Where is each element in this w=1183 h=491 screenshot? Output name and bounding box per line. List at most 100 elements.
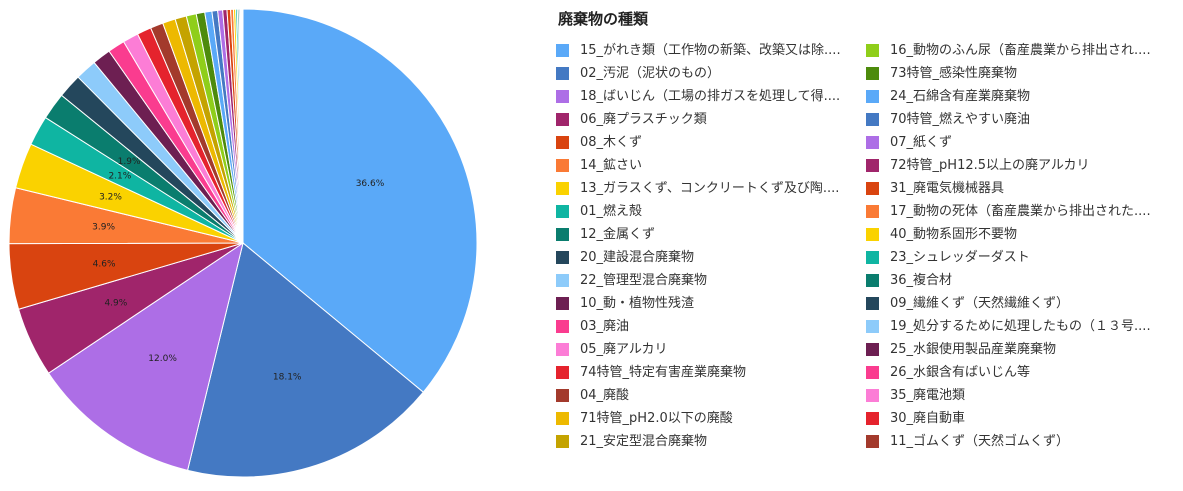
legend-swatch: [866, 389, 879, 402]
legend-label: 10_動・植物性残渣: [580, 296, 695, 311]
legend-label: 05_廃アルカリ: [580, 342, 668, 357]
legend-label: 70特管_燃えやすい廃油: [890, 112, 1031, 127]
slice-data-label: 18.1%: [273, 372, 302, 382]
legend-swatch: [556, 343, 569, 356]
legend-label: 17_動物の死体（畜産農業から排出された....: [890, 204, 1151, 219]
legend-swatch: [556, 44, 569, 57]
legend-label: 30_廃自動車: [890, 411, 966, 426]
legend-label: 16_動物のふん尿（畜産農業から排出され....: [890, 43, 1151, 58]
legend-swatch: [866, 274, 879, 287]
legend-item[interactable]: 04_廃酸: [556, 387, 856, 405]
legend-item[interactable]: 14_鉱さい: [556, 157, 856, 175]
legend-item[interactable]: 30_廃自動車: [866, 410, 1166, 428]
legend-item[interactable]: 11_ゴムくず（天然ゴムくず）: [866, 433, 1166, 451]
legend-label: 25_水銀使用製品産業廃棄物: [890, 342, 1057, 357]
legend-label: 74特管_特定有害産業廃棄物: [580, 365, 747, 380]
pie-slice[interactable]: [47, 241, 244, 471]
legend-swatch: [866, 320, 879, 333]
legend-item[interactable]: 26_水銀含有ばいじん等: [866, 364, 1166, 382]
legend-label: 31_廃電気機械器具: [890, 181, 1005, 196]
legend-swatch: [556, 435, 569, 448]
legend-swatch: [866, 228, 879, 241]
legend-item[interactable]: 17_動物の死体（畜産農業から排出された....: [866, 203, 1166, 221]
pie-slice[interactable]: [186, 242, 424, 478]
legend-swatch: [556, 90, 569, 103]
legend-item[interactable]: 22_管理型混合廃棄物: [556, 272, 856, 290]
legend-label: 03_廃油: [580, 319, 630, 334]
legend-swatch: [866, 44, 879, 57]
legend-label: 01_燃え殻: [580, 204, 643, 219]
legend-label: 23_シュレッダーダスト: [890, 250, 1030, 265]
legend-item[interactable]: 07_紙くず: [866, 134, 1166, 152]
legend-swatch: [866, 90, 879, 103]
legend-item[interactable]: 03_廃油: [556, 318, 856, 336]
pie-slice[interactable]: [242, 8, 478, 393]
legend-swatch: [556, 205, 569, 218]
legend-item[interactable]: 21_安定型混合廃棄物: [556, 433, 856, 451]
legend-item[interactable]: 15_がれき類（工作物の新築、改築又は除....: [556, 42, 856, 60]
legend-swatch: [866, 343, 879, 356]
legend-label: 11_ゴムくず（天然ゴムくず）: [890, 434, 1070, 449]
legend-swatch: [866, 297, 879, 310]
legend-item[interactable]: 19_処分するために処理したもの（１３号....: [866, 318, 1166, 336]
legend-item[interactable]: 09_繊維くず（天然繊維くず）: [866, 295, 1166, 313]
legend-label: 12_金属くず: [580, 227, 656, 242]
legend-item[interactable]: 73特管_感染性廃棄物: [866, 65, 1166, 83]
pie-plot: 36.6% 18.1% 12.0% 4.9% 4.6% 3.9% 3.2% 2.1% 1.9%: [8, 8, 478, 478]
legend-item[interactable]: 35_廃電池類: [866, 387, 1166, 405]
legend-label: 04_廃酸: [580, 388, 630, 403]
legend-item[interactable]: 10_動・植物性残渣: [556, 295, 856, 313]
legend-swatch: [866, 67, 879, 80]
legend-item[interactable]: 24_石綿含有産業廃棄物: [866, 88, 1166, 106]
legend-item[interactable]: 02_汚泥（泥状のもの）: [556, 65, 856, 83]
legend-label: 06_廃プラスチック類: [580, 112, 707, 127]
legend-label: 14_鉱さい: [580, 158, 643, 173]
legend-swatch: [556, 412, 569, 425]
legend-item[interactable]: 31_廃電気機械器具: [866, 180, 1166, 198]
legend-item[interactable]: 20_建設混合廃棄物: [556, 249, 856, 267]
legend-swatch: [556, 297, 569, 310]
legend-item[interactable]: 08_木くず: [556, 134, 856, 152]
legend-item[interactable]: 13_ガラスくず、コンクリートくず及び陶....: [556, 180, 856, 198]
legend-label: 36_複合材: [890, 273, 953, 288]
legend-label: 72特管_pH12.5以上の廃アルカリ: [890, 158, 1090, 173]
legend-item[interactable]: 25_水銀使用製品産業廃棄物: [866, 341, 1166, 359]
legend-item[interactable]: 06_廃プラスチック類: [556, 111, 856, 129]
legend-item[interactable]: 70特管_燃えやすい廃油: [866, 111, 1166, 129]
slice-data-label: 4.9%: [104, 299, 127, 309]
legend-item[interactable]: 72特管_pH12.5以上の廃アルカリ: [866, 157, 1166, 175]
legend-title: 廃棄物の種類: [558, 10, 649, 28]
legend-swatch: [866, 136, 879, 149]
legend-swatch: [556, 159, 569, 172]
slice-data-label: 12.0%: [148, 354, 177, 364]
legend-swatch: [556, 67, 569, 80]
legend-item[interactable]: 18_ばいじん（工場の排ガスを処理して得....: [556, 88, 856, 106]
legend-swatch: [866, 159, 879, 172]
legend-item[interactable]: 71特管_pH2.0以下の廃酸: [556, 410, 856, 428]
slice-data-label: 4.6%: [93, 259, 116, 269]
legend-swatch: [556, 274, 569, 287]
legend-swatch: [556, 136, 569, 149]
legend-item[interactable]: 40_動物系固形不要物: [866, 226, 1166, 244]
legend-item[interactable]: 16_動物のふん尿（畜産農業から排出され....: [866, 42, 1166, 60]
legend-label: 08_木くず: [580, 135, 643, 150]
legend-item[interactable]: 12_金属くず: [556, 226, 856, 244]
slice-data-label: 3.2%: [99, 193, 122, 203]
legend-label: 24_石綿含有産業廃棄物: [890, 89, 1031, 104]
legend-swatch: [556, 228, 569, 241]
legend-swatch: [556, 366, 569, 379]
legend-item[interactable]: 01_燃え殻: [556, 203, 856, 221]
legend-item[interactable]: 36_複合材: [866, 272, 1166, 290]
legend-swatch: [866, 412, 879, 425]
slice-data-label: 36.6%: [356, 179, 385, 189]
legend-item[interactable]: 74特管_特定有害産業廃棄物: [556, 364, 856, 382]
legend-label: 73特管_感染性廃棄物: [890, 66, 1018, 81]
legend-swatch: [866, 251, 879, 264]
legend-item[interactable]: 05_廃アルカリ: [556, 341, 856, 359]
legend-swatch: [866, 366, 879, 379]
legend-label: 19_処分するために処理したもの（１３号....: [890, 319, 1151, 334]
legend-label: 18_ばいじん（工場の排ガスを処理して得....: [580, 89, 841, 104]
legend-swatch: [866, 113, 879, 126]
legend-item[interactable]: 23_シュレッダーダスト: [866, 249, 1166, 267]
